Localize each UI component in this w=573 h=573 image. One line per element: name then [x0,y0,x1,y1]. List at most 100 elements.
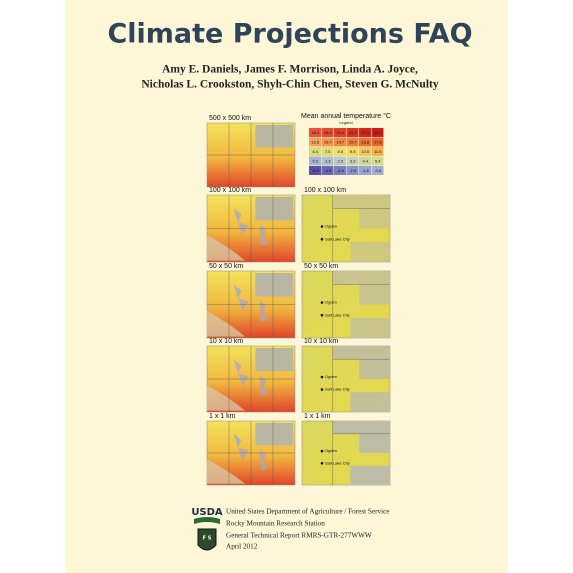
legend-swatch [346,128,359,137]
legend-value: 8.5 [337,149,343,154]
legend-swatch [309,166,321,175]
legend-value: -0.8 [374,168,382,173]
legend-swatch [371,166,384,175]
legend-value: -6.0 [312,168,320,173]
legend-subtitle: Legend [339,120,352,125]
legend-swatch [371,147,384,156]
city-label: Ogden [325,448,337,453]
map-region [207,235,245,261]
map-region [332,346,390,360]
map-region [350,317,390,338]
map-region [233,359,249,387]
city-label: Salt Lake City [325,387,350,392]
legend-value: 18.4 [311,130,320,135]
legend-value: 11.6 [374,149,382,154]
legend-swatch [359,137,371,147]
map-region [207,385,245,411]
city-dot [320,225,324,228]
panel-label: 100 x 100 km [209,187,251,194]
legend-swatch [309,156,321,166]
legend-swatch [371,128,384,137]
usda-swoosh [194,517,220,524]
legend-swatch [359,147,371,156]
panel-label: 500 x 500 km [209,115,251,122]
map-region [255,423,294,446]
city-dot [320,388,324,391]
legend-swatch [359,128,371,137]
legend-swatch [359,166,371,175]
authors: Nicholas L. Crookston, Shyh-Chin Chen, S… [141,79,438,91]
panel-label: 10 x 10 km [209,338,243,345]
legend-value: 7.5 [325,149,331,154]
legend-swatch [309,147,321,156]
city-label: Ogden [325,224,337,229]
city-dot [320,237,324,241]
legend-swatch [309,137,321,147]
legend-swatch [334,128,346,137]
map-region [207,311,245,337]
legend-swatch [309,128,321,137]
city-dot [320,375,324,379]
map-region [359,284,390,305]
title: Climate Projections FAQ [107,19,472,50]
map-region [332,421,390,434]
map-region [350,392,390,412]
legend-value: 4.4 [362,158,368,163]
city-dot [320,301,324,304]
panel-label: 10 x 10 km [304,338,338,345]
map-region [255,273,294,297]
legend-value: 5.4 [375,158,381,163]
legend-value: 22.3 [361,130,370,135]
map-region [233,433,249,461]
legend-swatch [321,137,334,147]
map-region [259,375,269,396]
legend-value: 15.7 [349,139,358,144]
legend-value: 21.3 [349,130,358,135]
city-label: Ogden [325,374,337,379]
shield-mark: F S [203,536,212,542]
legend-value: 1.3 [325,158,331,163]
legend-swatch [321,166,334,175]
map-region [332,271,390,285]
legend-swatch [371,156,384,166]
city-dot [320,449,324,453]
city-dot [320,461,324,465]
footer-line: Rocky Mountain Research Station [226,520,325,528]
map-region [259,449,269,470]
city-dot [320,313,324,317]
panel-label: 1 x 1 km [304,413,331,420]
footer-line: General Technical Report RMRS-GTR-277WWW [226,532,372,540]
legend-swatch [346,137,359,147]
forest-service-shield [197,528,217,551]
legend-value: 19.4 [324,130,333,135]
map-region [359,208,390,229]
legend-value: 10.5 [361,149,370,154]
legend-value: 14.7 [336,139,345,144]
city-label: Salt Lake City [325,312,350,317]
legend-value: 3.3 [350,158,356,163]
legend-swatch [321,147,334,156]
legend-value: 6.4 [312,149,318,154]
legend-swatch [321,128,334,137]
legend-value: 16.8 [361,139,370,144]
legend-swatch [359,156,371,166]
footer-line: United States Department of Agriculture … [226,508,389,516]
panel-label: 50 x 50 km [209,263,243,270]
footer-line: April 2012 [226,543,258,551]
map-region [359,359,390,379]
map-region [207,459,245,484]
legend-swatch [334,156,346,166]
legend-value: 20.4 [336,130,345,135]
city-label: Salt Lake City [325,236,350,241]
legend-value: -4.9 [324,168,332,173]
legend-value: 9.5 [350,149,356,154]
city-label: Ogden [325,300,337,305]
map-region [350,241,390,262]
legend-swatch [334,166,346,175]
legend-title: Mean annual temperature °C [301,112,391,120]
map-region [359,433,390,453]
legend-value: 2.3 [337,158,343,163]
legend-value: -1.8 [362,168,370,173]
legend-value: 0.2 [312,158,318,163]
